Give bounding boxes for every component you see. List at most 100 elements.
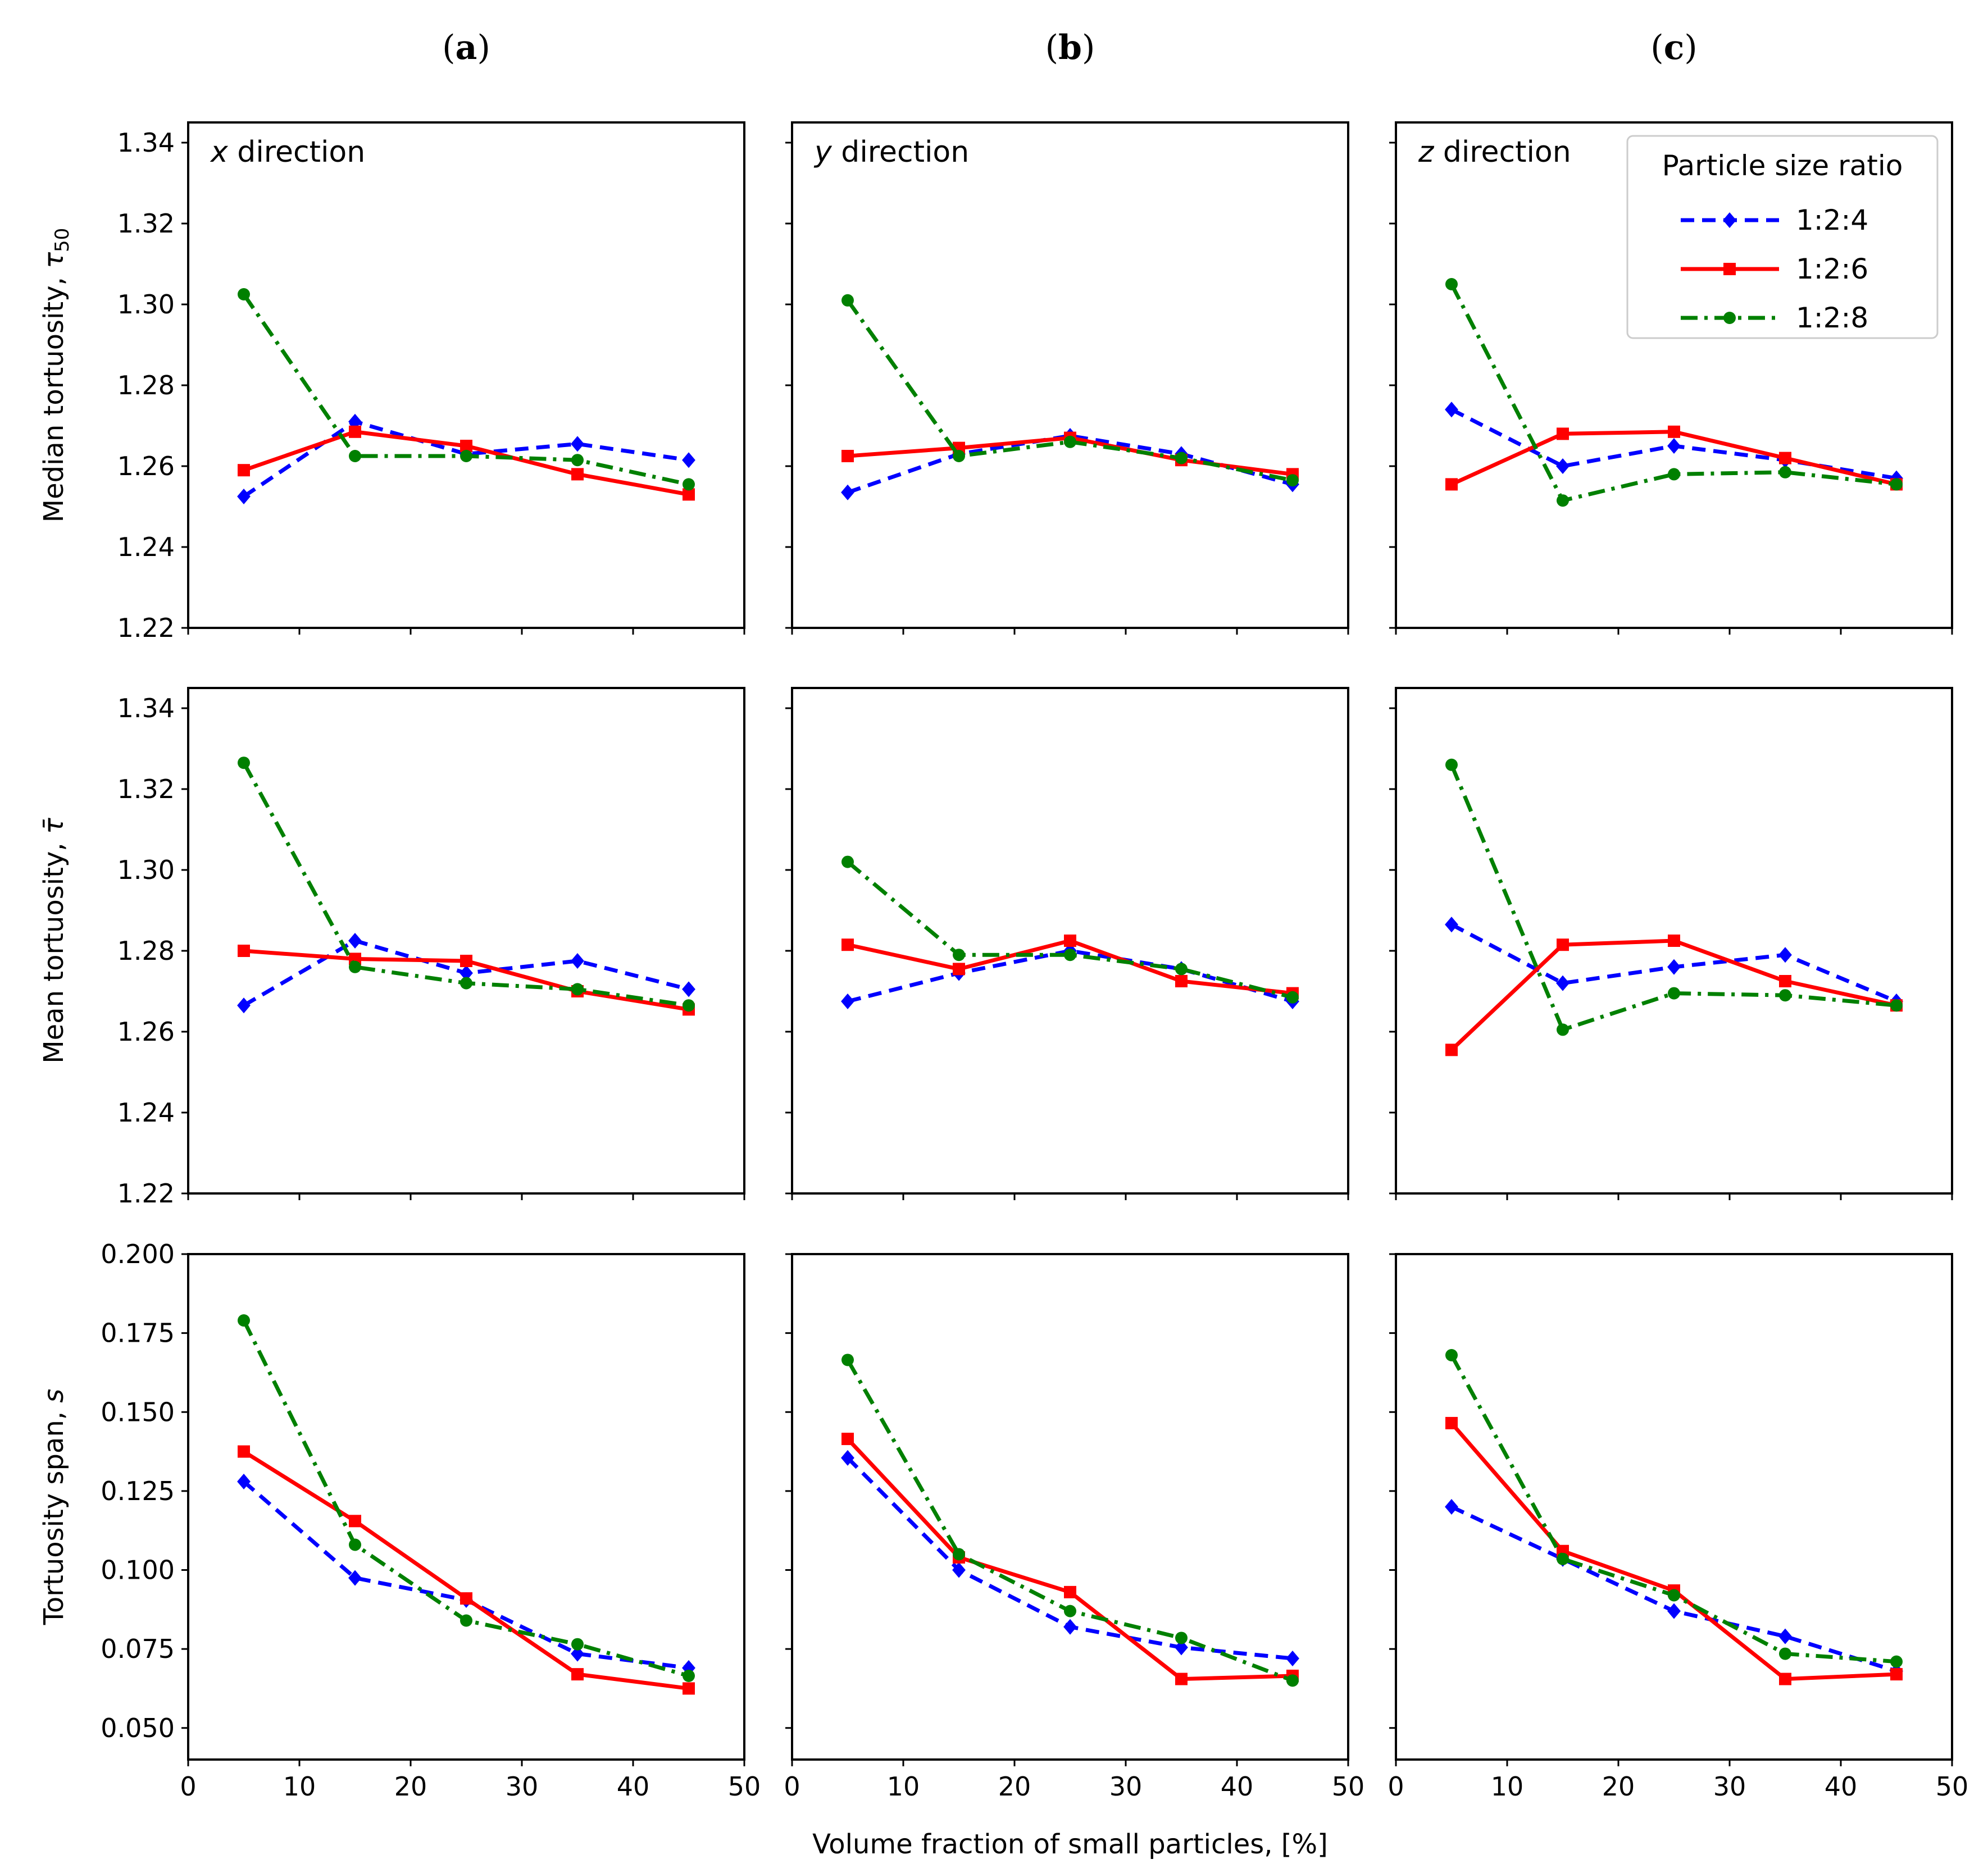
plot-frame xyxy=(1395,1253,1953,1761)
data-point-1-2-6 xyxy=(571,1668,584,1681)
data-point-1-2-8 xyxy=(349,450,361,462)
data-point-1-2-4 xyxy=(682,452,695,468)
x-tick-label: 0 xyxy=(1387,1771,1404,1802)
y-tick-label: 1.24 xyxy=(117,532,175,562)
plot-frame xyxy=(791,1253,1349,1761)
data-point-1-2-6 xyxy=(1557,938,1569,951)
plot-frame xyxy=(187,1253,745,1761)
y-axis-label-row-2: Mean tortuosity, τ̄ xyxy=(38,817,70,1064)
x-tick-label: 0 xyxy=(784,1771,800,1802)
data-point-1-2-4 xyxy=(841,484,854,500)
series-line-1-2-4 xyxy=(847,949,1293,1004)
data-point-1-2-4 xyxy=(1445,402,1458,418)
data-point-1-2-8 xyxy=(683,478,695,491)
y-axis-label-row-3: Tortuosity span, s xyxy=(38,1389,70,1626)
series-line-1-2-8 xyxy=(1449,283,1897,503)
panel-r2-c2 xyxy=(785,687,1349,1200)
data-point-1-2-8 xyxy=(953,1548,965,1561)
data-point-1-2-8 xyxy=(238,757,250,769)
axis-labels: Median tortuosity, τ50 Mean tortuosity, τ… xyxy=(38,228,1328,1860)
x-tick-label: 10 xyxy=(1491,1771,1524,1802)
data-point-1-2-8 xyxy=(1445,1349,1458,1361)
data-point-1-2-4 xyxy=(571,1646,584,1662)
panel-r1-c3: z direction xyxy=(1389,121,1953,635)
y-tick-label: 1.22 xyxy=(117,613,175,643)
plot-frame xyxy=(1395,121,1953,629)
panel-r3-c2: 0 10 20 30 40 50 xyxy=(784,1253,1364,1802)
data-point-1-2-8 xyxy=(460,1614,472,1627)
plot-frame xyxy=(187,687,745,1195)
data-point-1-2-8 xyxy=(1557,1023,1569,1036)
data-point-1-2-8 xyxy=(1890,1655,1903,1668)
data-point-1-2-8 xyxy=(1668,987,1680,1000)
data-point-1-2-8 xyxy=(841,855,854,868)
data-point-1-2-8 xyxy=(953,450,965,462)
legend-entry-1-2-8: 1:2:8 xyxy=(1796,302,1868,334)
data-point-1-2-8 xyxy=(1445,278,1458,290)
data-point-1-2-8 xyxy=(1779,466,1791,478)
data-point-1-2-8 xyxy=(1175,1632,1188,1644)
data-point-1-2-8 xyxy=(1064,949,1076,961)
data-point-1-2-8 xyxy=(1064,1605,1076,1617)
x-tick-label: 10 xyxy=(887,1771,920,1802)
y-tick-label: 0.050 xyxy=(101,1713,175,1743)
data-point-1-2-8 xyxy=(238,288,250,300)
data-point-1-2-4 xyxy=(841,1450,854,1466)
data-point-1-2-8 xyxy=(238,1314,250,1327)
legend: Particle size ratio 1:2:4 1:2:6 1:2:8 xyxy=(1626,135,1939,339)
legend-marker-1-2-6 xyxy=(1723,263,1736,275)
x-tick-label: 50 xyxy=(728,1771,761,1802)
x-tick-label: 30 xyxy=(1109,1771,1143,1802)
y-tick-label: 0.150 xyxy=(101,1397,175,1427)
data-point-1-2-4 xyxy=(1778,1628,1792,1644)
data-point-1-2-6 xyxy=(349,1515,361,1528)
y-tick-label: 1.26 xyxy=(117,451,175,481)
data-point-1-2-4 xyxy=(1286,1651,1299,1666)
data-point-1-2-8 xyxy=(1557,494,1569,507)
data-point-1-2-8 xyxy=(460,450,472,462)
data-point-1-2-8 xyxy=(460,977,472,990)
data-point-1-2-6 xyxy=(1064,1585,1076,1598)
data-point-1-2-4 xyxy=(571,436,584,452)
x-tick-label: 20 xyxy=(1602,1771,1635,1802)
data-point-1-2-4 xyxy=(1445,917,1458,933)
data-point-1-2-6 xyxy=(1890,1668,1903,1681)
data-point-1-2-4 xyxy=(348,1570,362,1586)
legend-entry-1-2-6: 1:2:6 xyxy=(1796,253,1868,285)
data-point-1-2-6 xyxy=(1175,1673,1188,1685)
data-point-1-2-6 xyxy=(683,488,695,501)
plot-frame xyxy=(791,687,1349,1195)
y-tick-label: 1.32 xyxy=(117,208,175,239)
data-point-1-2-8 xyxy=(1286,991,1299,1004)
data-point-1-2-8 xyxy=(1779,989,1791,1002)
column-title-b: (b) xyxy=(1045,28,1095,67)
data-point-1-2-4 xyxy=(1556,975,1570,991)
direction-label: y direction xyxy=(813,135,969,169)
y-tick-label: 1.34 xyxy=(117,127,175,158)
y-tick-label: 1.30 xyxy=(117,289,175,320)
data-point-1-2-6 xyxy=(238,1445,250,1458)
panel-r2-c3 xyxy=(1389,687,1953,1200)
column-titles: (a) (b) (c) xyxy=(442,28,1698,67)
data-point-1-2-6 xyxy=(349,425,361,438)
direction-label: z direction xyxy=(1418,135,1571,169)
data-point-1-2-8 xyxy=(841,1354,854,1366)
data-point-1-2-8 xyxy=(1175,963,1188,976)
y-tick-label: 1.34 xyxy=(117,693,175,723)
data-point-1-2-8 xyxy=(1668,468,1680,481)
data-point-1-2-6 xyxy=(841,450,854,462)
x-tick-label: 40 xyxy=(617,1771,650,1802)
data-point-1-2-6 xyxy=(571,468,584,481)
legend-box xyxy=(1626,135,1939,339)
data-point-1-2-6 xyxy=(1779,975,1791,987)
panels: 1.22 1.24 1.26 1.28 1.30 1.32 1.34 x direction y… xyxy=(101,121,1968,1802)
data-point-1-2-8 xyxy=(349,1538,361,1551)
data-point-1-2-4 xyxy=(1667,959,1681,975)
data-point-1-2-4 xyxy=(1667,438,1681,454)
data-point-1-2-8 xyxy=(571,1638,584,1651)
x-tick-label: 20 xyxy=(998,1771,1031,1802)
data-point-1-2-6 xyxy=(1445,478,1458,491)
data-point-1-2-4 xyxy=(1556,458,1570,474)
data-point-1-2-6 xyxy=(460,1592,472,1605)
